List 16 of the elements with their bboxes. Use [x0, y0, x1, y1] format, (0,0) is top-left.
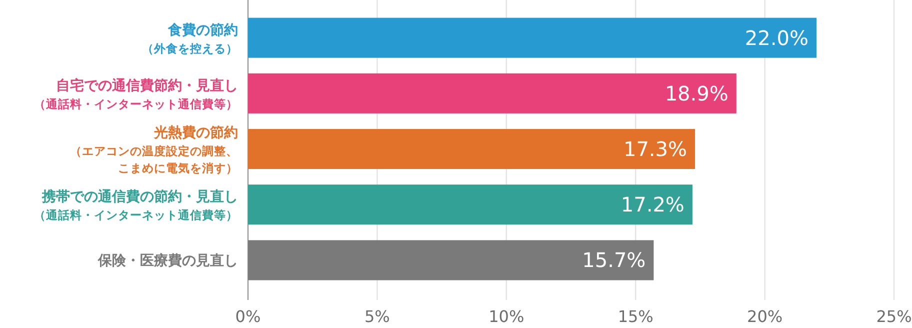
y-tick-label: 保険・医療費の見直し: [97, 252, 238, 270]
data-label: 18.9%: [664, 81, 728, 106]
y-tick-label: 自宅での通信費節約・見直し（通話料・インターネット通信費等）: [34, 76, 238, 111]
data-label: 17.2%: [620, 192, 684, 217]
data-label: 22.0%: [744, 26, 808, 50]
y-tick-label: 食費の節約（外食を控える）: [142, 22, 238, 56]
y-tick-label: 携帯での通信費の節約・見直し（通話料・インターネット通信費等）: [34, 188, 238, 222]
x-tick-label: 20%: [747, 307, 783, 326]
x-tick-label: 15%: [618, 307, 654, 326]
data-label: 15.7%: [582, 248, 646, 272]
x-tick-label: 10%: [488, 307, 524, 326]
x-tick-label: 5%: [364, 307, 390, 326]
x-tick-label: 25%: [876, 307, 912, 326]
x-tick-label: 0%: [235, 307, 261, 326]
y-tick-label: 光熱費の節約（エアコンの温度設定の調整、こまめに電気を消す）: [70, 125, 238, 175]
data-label: 17.3%: [623, 137, 688, 161]
